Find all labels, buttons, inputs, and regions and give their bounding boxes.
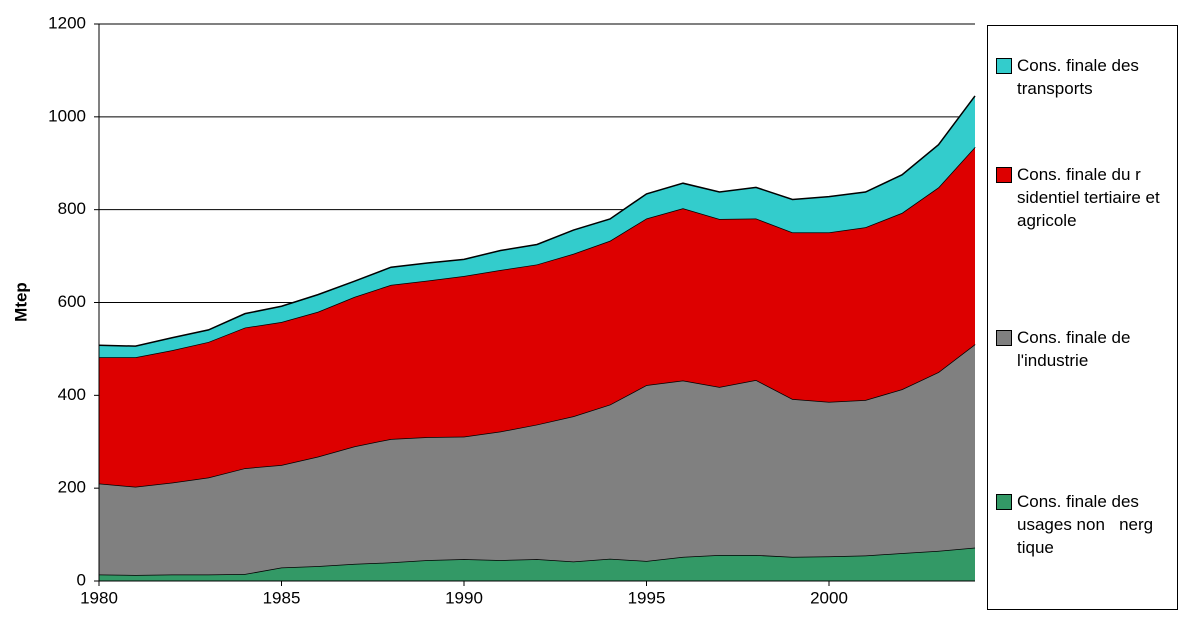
area bbox=[99, 547, 975, 581]
legend-swatch bbox=[996, 58, 1012, 74]
y-axis-label: Mtep bbox=[11, 282, 30, 322]
x-tick-label: 1980 bbox=[80, 588, 118, 607]
y-tick-label: 200 bbox=[58, 478, 86, 497]
y-tick-label: 1000 bbox=[48, 106, 86, 125]
area bbox=[99, 147, 975, 487]
legend-label: Cons. finale de l'industrie bbox=[1017, 328, 1136, 370]
x-tick-label: 2000 bbox=[810, 588, 848, 607]
area-edge bbox=[98, 95, 976, 347]
legend-swatch bbox=[996, 167, 1012, 183]
legend-swatch bbox=[996, 330, 1012, 346]
plot-area bbox=[94, 23, 976, 586]
x-tick-label: 1985 bbox=[263, 588, 301, 607]
area bbox=[99, 95, 975, 358]
x-tick-label: 1995 bbox=[628, 588, 666, 607]
legend-label: Cons. finale des transports bbox=[1017, 56, 1144, 98]
legend-swatch bbox=[996, 494, 1012, 510]
y-tick-label: 0 bbox=[77, 570, 86, 589]
y-tick-label: 1200 bbox=[48, 13, 86, 32]
y-tick-label: 800 bbox=[58, 199, 86, 218]
x-tick-label: 1990 bbox=[445, 588, 483, 607]
y-tick-label: 600 bbox=[58, 292, 86, 311]
legend-label: Cons. finale du r sidentiel tertiaire et… bbox=[1017, 165, 1165, 230]
area bbox=[99, 344, 975, 575]
legend: Cons. finale des usages non nerg tique Co… bbox=[987, 25, 1178, 610]
legend-label: Cons. finale des usages non nerg tique bbox=[1017, 492, 1163, 557]
y-tick-label: 400 bbox=[58, 385, 86, 404]
